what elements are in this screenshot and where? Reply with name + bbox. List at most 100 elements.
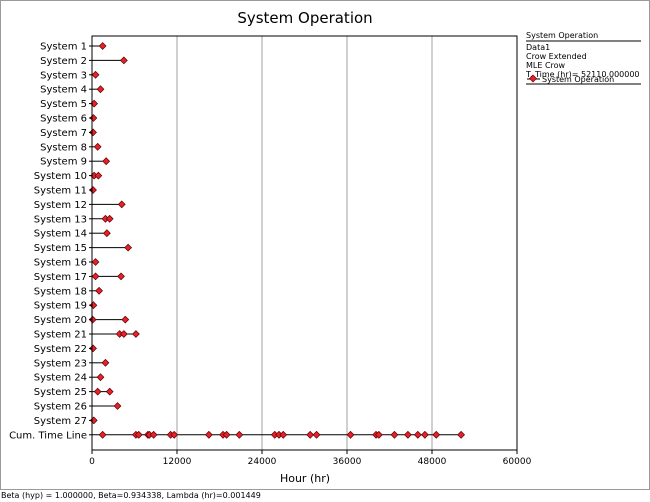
plot-area <box>91 35 518 451</box>
failure-marker <box>95 286 103 295</box>
failure-marker <box>96 85 105 94</box>
failure-marker <box>413 430 422 439</box>
y-tick-label: System 9 <box>40 157 87 168</box>
y-tick-label: System 15 <box>34 243 87 254</box>
x-tick-label: 0 <box>89 457 95 467</box>
y-tick-label: System 26 <box>34 402 87 413</box>
failure-marker <box>115 330 124 338</box>
chart-title: System Operation <box>237 9 372 27</box>
failure-marker <box>91 258 100 266</box>
failure-marker <box>119 330 128 338</box>
failure-marker <box>91 272 100 281</box>
legend-series-marker <box>529 74 537 83</box>
failure-marker <box>312 430 321 439</box>
failure-marker <box>121 315 130 324</box>
failure-marker <box>117 200 126 209</box>
y-tick-label: System 27 <box>34 416 87 427</box>
y-tick-label: System 16 <box>34 258 87 269</box>
y-tick-label: System 11 <box>34 186 87 197</box>
x-tick-labels: 0 12000 24000 36000 48000 60000 <box>89 450 532 467</box>
y-tick-label: System 1 <box>40 42 87 53</box>
y-tick-label: System 10 <box>34 171 87 182</box>
y-tick-label: System 6 <box>40 114 87 125</box>
legend-line-4: T. Time (hr)= 52110.000000 <box>525 70 640 79</box>
grid <box>176 36 433 450</box>
x-tick-label: 24000 <box>248 457 277 467</box>
y-tick-label: System 18 <box>34 286 87 297</box>
failure-marker <box>374 430 383 439</box>
failure-marker <box>91 70 100 79</box>
y-tick-label: System 8 <box>40 142 87 153</box>
failure-marker <box>98 430 107 439</box>
failure-marker <box>101 358 110 367</box>
y-tick-label: System 7 <box>40 128 87 139</box>
y-tick-label: System 19 <box>34 301 87 312</box>
y-tick-labels: System 1 System 2 System 3 System 4 System 5… <box>9 42 92 441</box>
failure-marker <box>117 272 125 281</box>
failure-marker <box>346 430 355 439</box>
failure-marker <box>88 315 97 324</box>
failure-marker <box>119 56 128 65</box>
failure-marker <box>98 42 107 50</box>
failure-marker <box>89 344 97 353</box>
failure-marker <box>105 387 114 396</box>
x-tick-label: 48000 <box>418 457 447 467</box>
failure-marker <box>94 171 103 180</box>
legend-line-1: Data1 <box>526 43 550 52</box>
failure-marker <box>170 430 179 439</box>
footer-status: Beta (hyp) = 1.000000, Beta=0.934338, La… <box>0 489 650 502</box>
y-tick-label: System 13 <box>34 214 87 225</box>
y-tick-label: System 12 <box>34 200 87 211</box>
failure-markers <box>88 42 466 439</box>
failure-marker <box>89 128 97 137</box>
y-tick-label: System 24 <box>34 373 87 384</box>
x-tick-label: 36000 <box>333 457 362 467</box>
y-tick-label: System 21 <box>34 330 87 341</box>
failure-marker <box>102 157 111 166</box>
y-tick-label: System 23 <box>34 358 87 369</box>
failure-marker <box>204 430 213 439</box>
y-tick-label: System 2 <box>40 56 87 67</box>
legend-line-3: MLE Crow <box>526 61 566 70</box>
failure-marker <box>101 214 110 223</box>
failure-marker <box>132 330 140 338</box>
failure-marker <box>93 387 102 396</box>
y-tick-label: System 3 <box>40 70 87 81</box>
failure-marker <box>432 430 441 439</box>
failure-marker <box>89 186 97 194</box>
y-tick-label: System 25 <box>34 387 87 398</box>
chart-frame <box>0 0 650 490</box>
y-tick-label: System 14 <box>34 229 87 240</box>
failure-marker <box>457 430 466 439</box>
legend: System Operation Data1 Crow Extended MLE… <box>525 31 641 85</box>
y-tick-label: System 20 <box>34 315 87 326</box>
failure-marker <box>306 430 315 439</box>
failure-marker <box>270 430 279 439</box>
y-tick-label: Cum. Time Line <box>9 430 87 441</box>
failure-marker <box>93 142 102 151</box>
failure-marker <box>275 430 283 439</box>
failure-marker <box>124 243 133 252</box>
failure-marker <box>235 430 244 439</box>
failure-marker <box>113 402 122 410</box>
y-tick-label: System 17 <box>34 272 87 283</box>
x-tick-label: 12000 <box>163 457 192 467</box>
x-axis-label: Hour (hr) <box>280 472 330 485</box>
failure-marker <box>149 430 158 439</box>
y-tick-label: System 22 <box>34 344 87 355</box>
failure-marker <box>102 229 111 238</box>
failure-marker <box>96 373 105 382</box>
failure-marker <box>145 430 154 439</box>
series-lines <box>92 45 462 436</box>
x-tick-label: 60000 <box>503 457 532 467</box>
failure-marker <box>134 430 143 439</box>
failure-marker <box>222 430 231 439</box>
y-tick-label: System 5 <box>40 99 87 110</box>
failure-marker <box>279 430 288 439</box>
y-tick-label: System 4 <box>40 85 87 96</box>
legend-line-2: Crow Extended <box>526 52 587 61</box>
legend-series-label: System Operation <box>542 75 614 84</box>
failure-marker <box>390 430 399 439</box>
failure-marker <box>105 214 114 223</box>
